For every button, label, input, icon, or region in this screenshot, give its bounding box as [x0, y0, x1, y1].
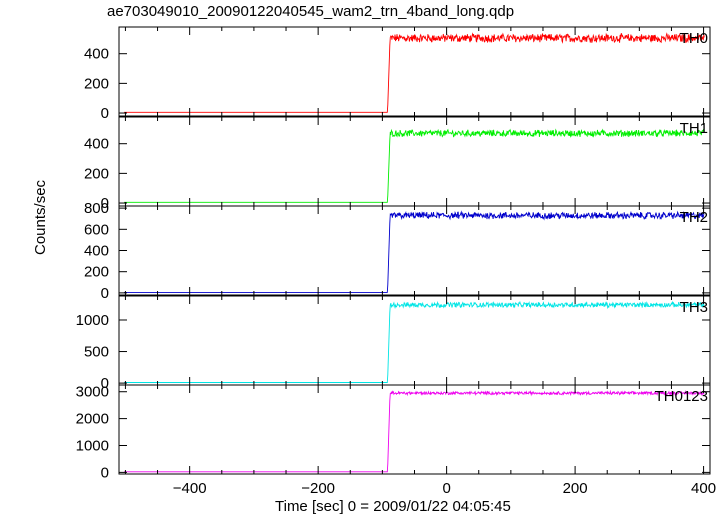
series-line-th2 — [124, 210, 705, 293]
y-tick-label: 0 — [101, 105, 109, 122]
chart-title: ae703049010_20090122040545_wam2_trn_4ban… — [107, 3, 515, 20]
x-tick-label: 400 — [691, 480, 716, 497]
y-tick-label: 0 — [101, 195, 109, 212]
y-axis-label: Counts/sec — [32, 179, 49, 255]
y-tick-label: 600 — [84, 221, 109, 238]
x-tick-label: −400 — [173, 480, 207, 497]
y-tick-label: 400 — [84, 243, 109, 260]
y-tick-label: 400 — [84, 136, 109, 153]
panel-frame-th0123 — [118, 384, 711, 475]
x-axis-label: Time [sec] 0 = 2009/01/22 04:05:45 — [275, 498, 511, 515]
panel-frame-th2 — [118, 205, 711, 296]
series-line-th3 — [124, 300, 705, 383]
y-tick-label: 0 — [101, 464, 109, 481]
y-tick-label: 1000 — [76, 312, 109, 329]
y-tick-label: 400 — [84, 46, 109, 63]
y-tick-label: 2000 — [76, 411, 109, 428]
x-tick-label: 0 — [442, 480, 450, 497]
y-tick-label: 200 — [84, 75, 109, 92]
panel-frame-th0 — [118, 26, 711, 117]
panels: 0 200 400 TH0 0 200 400 TH1 0 200 400 600 800 TH2 0 500… — [76, 26, 716, 497]
series-line-th0 — [124, 32, 705, 113]
y-tick-label: 200 — [84, 165, 109, 182]
y-tick-label: 3000 — [76, 384, 109, 401]
panel-label-th3: TH3 — [680, 299, 708, 316]
panel-label-th1: TH1 — [680, 120, 708, 137]
y-tick-label: 500 — [84, 344, 109, 361]
y-tick-label: 0 — [101, 285, 109, 302]
y-tick-label: 0 — [101, 375, 109, 392]
y-tick-label: 200 — [84, 264, 109, 281]
panel-frame-th3 — [118, 295, 711, 386]
x-tick-label: −200 — [301, 480, 335, 497]
series-line-th1 — [124, 128, 705, 203]
panel-label-th0: TH0 — [680, 30, 708, 47]
panel-label-th0123: TH0123 — [655, 388, 708, 405]
y-tick-label: 800 — [84, 200, 109, 217]
y-tick-label: 1000 — [76, 437, 109, 454]
panel-label-th2: TH2 — [680, 209, 708, 226]
x-tick-label: 200 — [563, 480, 588, 497]
series-line-th0123 — [124, 389, 705, 473]
